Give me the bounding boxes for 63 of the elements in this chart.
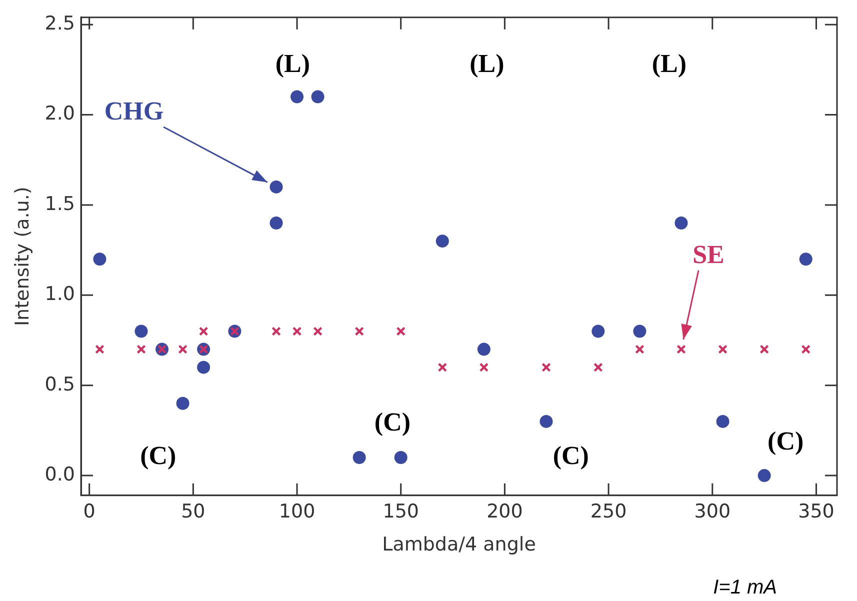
y-tick-label: 0.0 bbox=[44, 463, 76, 486]
point bbox=[93, 252, 106, 266]
annotation: (L) bbox=[652, 48, 687, 78]
point bbox=[311, 90, 324, 104]
point bbox=[716, 414, 730, 428]
y-tick-label: 0.5 bbox=[44, 373, 76, 396]
x-axis-title: Lambda/4 angle bbox=[382, 534, 536, 556]
point bbox=[674, 216, 688, 230]
x-tick-label: 0 bbox=[83, 500, 96, 523]
point bbox=[136, 344, 146, 354]
point bbox=[270, 180, 283, 194]
point bbox=[594, 362, 603, 372]
x-tick-label: 250 bbox=[590, 500, 627, 523]
text: I=1 mA bbox=[713, 576, 777, 599]
point bbox=[290, 90, 304, 104]
point bbox=[676, 344, 686, 354]
point bbox=[95, 344, 104, 354]
x-tick-label: 150 bbox=[382, 500, 419, 523]
point bbox=[635, 344, 644, 354]
point bbox=[272, 326, 281, 336]
point bbox=[633, 324, 646, 338]
point bbox=[592, 324, 605, 338]
point bbox=[178, 344, 188, 354]
point bbox=[436, 234, 449, 248]
annotation: (C) bbox=[552, 440, 589, 470]
y-tick-label: 2.5 bbox=[44, 12, 76, 35]
point bbox=[542, 362, 551, 372]
point bbox=[540, 414, 553, 428]
y-tick-label: 1.5 bbox=[44, 192, 76, 215]
point bbox=[438, 362, 448, 372]
point bbox=[352, 451, 366, 464]
annotation: (L) bbox=[275, 48, 310, 78]
y-tick-label: 1.0 bbox=[44, 283, 76, 306]
point bbox=[313, 326, 322, 336]
point bbox=[396, 326, 406, 336]
point bbox=[394, 451, 408, 464]
point bbox=[479, 362, 489, 372]
annotation: (C) bbox=[374, 407, 411, 436]
point bbox=[134, 324, 148, 338]
y-tick-label: 2.0 bbox=[44, 102, 76, 125]
text: CHG bbox=[104, 96, 164, 126]
point bbox=[758, 469, 771, 482]
annotation: (C) bbox=[768, 426, 804, 456]
point bbox=[760, 344, 769, 354]
point bbox=[354, 326, 364, 336]
point bbox=[197, 360, 210, 374]
annotation: (L) bbox=[470, 48, 504, 78]
point bbox=[270, 216, 283, 230]
point bbox=[176, 396, 190, 410]
y-axis-title: Intensity (a.u.) bbox=[11, 186, 34, 326]
point bbox=[718, 344, 728, 354]
x-tick-label: 350 bbox=[798, 500, 834, 523]
point bbox=[198, 326, 208, 336]
point bbox=[801, 344, 810, 354]
x-tick-label: 300 bbox=[694, 500, 731, 523]
text: SE bbox=[692, 240, 724, 270]
x-tick-label: 50 bbox=[181, 500, 206, 523]
x-tick-label: 200 bbox=[486, 500, 523, 523]
point bbox=[477, 342, 490, 356]
x-tick-label: 100 bbox=[278, 500, 316, 523]
point bbox=[799, 252, 812, 266]
point bbox=[292, 326, 302, 336]
annotation: (C) bbox=[140, 440, 176, 470]
